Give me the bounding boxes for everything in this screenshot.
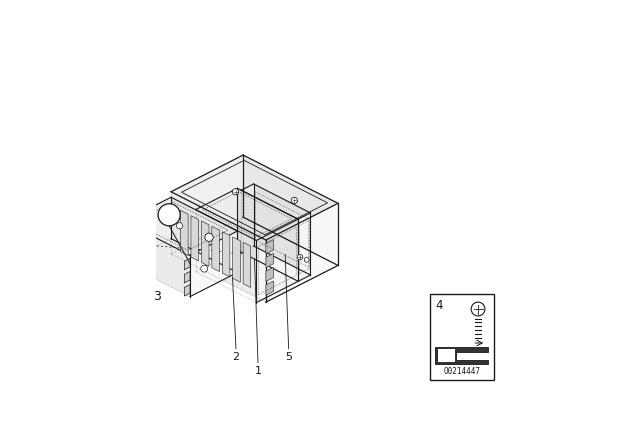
Polygon shape bbox=[438, 349, 455, 362]
Circle shape bbox=[205, 233, 213, 241]
Polygon shape bbox=[266, 240, 273, 254]
Polygon shape bbox=[171, 197, 237, 272]
Polygon shape bbox=[124, 197, 237, 255]
Polygon shape bbox=[266, 267, 273, 281]
Polygon shape bbox=[253, 184, 310, 275]
Circle shape bbox=[471, 302, 485, 316]
Text: 5: 5 bbox=[285, 352, 292, 362]
Polygon shape bbox=[180, 211, 188, 256]
Polygon shape bbox=[184, 284, 190, 296]
Polygon shape bbox=[171, 155, 338, 240]
Polygon shape bbox=[298, 213, 310, 281]
Text: 1: 1 bbox=[255, 366, 262, 376]
Polygon shape bbox=[266, 203, 338, 302]
Text: 4: 4 bbox=[165, 208, 173, 221]
Polygon shape bbox=[266, 281, 273, 295]
Polygon shape bbox=[233, 237, 240, 282]
Polygon shape bbox=[171, 192, 266, 302]
Polygon shape bbox=[191, 215, 198, 261]
Polygon shape bbox=[435, 347, 488, 364]
Polygon shape bbox=[266, 254, 273, 267]
Circle shape bbox=[201, 265, 208, 272]
Text: 3: 3 bbox=[154, 290, 161, 303]
Polygon shape bbox=[124, 221, 190, 297]
Circle shape bbox=[232, 189, 239, 195]
Text: O0214447: O0214447 bbox=[443, 366, 480, 375]
Text: 4: 4 bbox=[435, 299, 442, 312]
Circle shape bbox=[177, 223, 182, 229]
Text: 2: 2 bbox=[232, 352, 239, 362]
Polygon shape bbox=[196, 188, 298, 241]
Polygon shape bbox=[257, 219, 298, 302]
Polygon shape bbox=[190, 231, 237, 297]
Polygon shape bbox=[243, 242, 251, 288]
Polygon shape bbox=[243, 155, 338, 265]
Polygon shape bbox=[202, 221, 209, 266]
Polygon shape bbox=[212, 226, 220, 271]
Circle shape bbox=[298, 254, 303, 260]
Polygon shape bbox=[184, 271, 190, 283]
Polygon shape bbox=[184, 258, 190, 270]
Circle shape bbox=[291, 197, 298, 203]
Polygon shape bbox=[237, 188, 298, 281]
FancyBboxPatch shape bbox=[430, 293, 493, 380]
Polygon shape bbox=[222, 232, 230, 277]
Circle shape bbox=[158, 204, 180, 226]
Polygon shape bbox=[241, 184, 310, 219]
Circle shape bbox=[304, 257, 309, 262]
